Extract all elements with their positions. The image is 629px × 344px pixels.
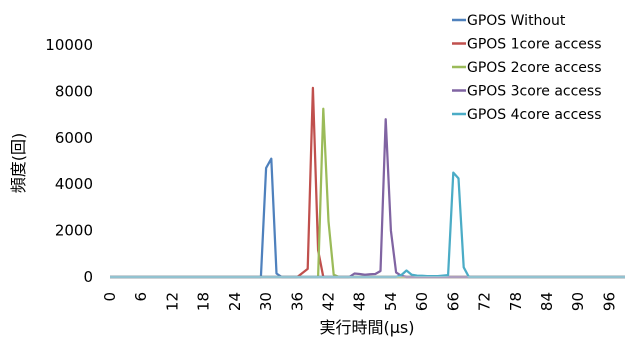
x-tick-label: 18 bbox=[195, 292, 213, 311]
y-tick-label: 6000 bbox=[55, 129, 93, 147]
legend: GPOS Without GPOS 1core access GPOS 2core … bbox=[452, 13, 602, 123]
x-tick-label: 0 bbox=[101, 292, 119, 302]
x-tick-label: 42 bbox=[319, 292, 337, 311]
x-tick-label: 30 bbox=[257, 292, 275, 311]
y-tick-label: 0 bbox=[83, 268, 93, 286]
legend-item: GPOS 4core access bbox=[452, 107, 602, 123]
x-tick-label: 6 bbox=[132, 292, 150, 302]
x-tick-label: 90 bbox=[569, 292, 587, 311]
y-tick-label: 10000 bbox=[45, 36, 93, 54]
y-axis-title: 頻度(回) bbox=[9, 133, 28, 194]
legend-label: GPOS 3core access bbox=[467, 84, 602, 100]
x-tick-label: 66 bbox=[444, 292, 462, 311]
y-tick-label: 4000 bbox=[55, 175, 93, 193]
y-tick-label: 2000 bbox=[55, 222, 93, 240]
legend-item: GPOS 1core access bbox=[452, 37, 602, 53]
x-tick-label: 72 bbox=[476, 292, 494, 311]
x-tick-label: 36 bbox=[288, 292, 306, 311]
series-line-3 bbox=[110, 107, 625, 279]
legend-item: GPOS 3core access bbox=[452, 84, 602, 100]
y-tick-label: 8000 bbox=[55, 82, 93, 100]
x-tick-label: 84 bbox=[538, 292, 556, 311]
x-axis-ticks: 0 6 12 18 24 30 36 42 48 54 60 66 72 78 84 90 96 bbox=[101, 292, 618, 311]
legend-item: GPOS Without bbox=[452, 13, 566, 29]
x-tick-label: 54 bbox=[382, 292, 400, 311]
x-tick-label: 60 bbox=[413, 292, 431, 311]
x-tick-label: 12 bbox=[163, 292, 181, 311]
legend-label: GPOS 4core access bbox=[467, 107, 602, 123]
legend-label: GPOS 2core access bbox=[467, 60, 602, 76]
x-axis-title: 実行時間(μs) bbox=[319, 318, 414, 337]
series-line-5 bbox=[110, 171, 625, 279]
legend-label: GPOS 1core access bbox=[467, 37, 602, 53]
series-line-4 bbox=[110, 118, 625, 279]
series-line-1 bbox=[110, 157, 625, 279]
x-tick-label: 48 bbox=[351, 292, 369, 311]
x-tick-label: 78 bbox=[507, 292, 525, 311]
x-tick-label: 96 bbox=[600, 292, 618, 311]
x-tick-label: 24 bbox=[226, 292, 244, 311]
legend-label: GPOS Without bbox=[467, 13, 566, 29]
y-axis-ticks: 0 2000 4000 6000 8000 10000 bbox=[45, 36, 93, 286]
legend-item: GPOS 2core access bbox=[452, 60, 602, 76]
